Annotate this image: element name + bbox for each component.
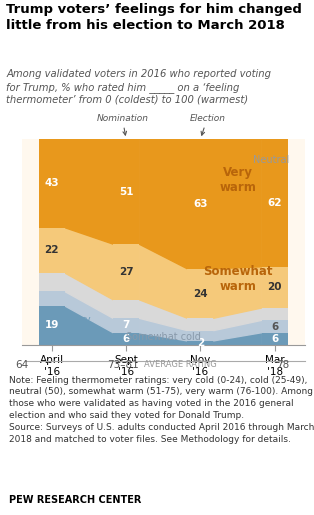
Polygon shape <box>65 228 113 300</box>
Bar <box>113 318 139 333</box>
Text: 78: 78 <box>276 360 289 370</box>
Polygon shape <box>65 139 113 244</box>
Text: 73–81: 73–81 <box>107 360 138 370</box>
Text: 51: 51 <box>119 186 133 197</box>
Polygon shape <box>139 244 187 318</box>
Text: 27: 27 <box>119 267 133 277</box>
Text: 19: 19 <box>45 320 59 331</box>
Bar <box>262 139 288 267</box>
Polygon shape <box>214 320 262 341</box>
Bar <box>113 333 139 345</box>
Text: 22: 22 <box>45 245 59 255</box>
Bar <box>39 291 65 306</box>
Text: 24: 24 <box>193 288 208 299</box>
Text: Somewhat cold: Somewhat cold <box>126 332 201 342</box>
Text: 6: 6 <box>122 334 130 344</box>
Bar <box>187 139 214 269</box>
Text: Trump voters’ feelings for him changed
little from his election to March 2018: Trump voters’ feelings for him changed l… <box>6 3 302 32</box>
Bar <box>187 341 214 345</box>
Polygon shape <box>139 318 187 341</box>
Polygon shape <box>139 139 187 269</box>
Bar <box>113 300 139 318</box>
Bar <box>113 139 139 244</box>
Text: AVERAGE RATING: AVERAGE RATING <box>144 360 217 369</box>
Text: Very
cold: Very cold <box>70 315 92 336</box>
Bar <box>187 269 214 318</box>
Text: PEW RESEARCH CENTER: PEW RESEARCH CENTER <box>9 494 142 505</box>
Text: 20: 20 <box>268 282 282 293</box>
Text: 7: 7 <box>122 320 130 331</box>
Text: Somewhat
warm: Somewhat warm <box>203 265 273 293</box>
Text: Election: Election <box>189 114 225 135</box>
Bar <box>262 320 288 333</box>
Bar <box>39 273 65 291</box>
Bar <box>262 333 288 345</box>
Text: 43: 43 <box>44 178 59 188</box>
Polygon shape <box>139 300 187 331</box>
Text: Among validated voters in 2016 who reported voting
for Trump, % who rated him __: Among validated voters in 2016 who repor… <box>6 69 271 105</box>
Polygon shape <box>139 333 187 345</box>
Polygon shape <box>214 267 262 318</box>
Polygon shape <box>65 273 113 318</box>
Bar <box>187 318 214 331</box>
Text: Note: Feeling thermometer ratings: very cold (0-24), cold (25-49),
neutral (50),: Note: Feeling thermometer ratings: very … <box>9 375 314 443</box>
Text: 2: 2 <box>197 338 204 348</box>
Polygon shape <box>214 308 262 331</box>
Text: 63: 63 <box>193 199 208 209</box>
Bar <box>39 139 65 228</box>
Text: 62: 62 <box>268 198 282 208</box>
Polygon shape <box>214 139 262 269</box>
Text: 6: 6 <box>271 321 279 332</box>
Polygon shape <box>65 306 113 345</box>
Text: 6: 6 <box>271 334 279 344</box>
Text: 64: 64 <box>16 360 29 370</box>
Text: Neutral: Neutral <box>252 154 289 165</box>
Bar <box>262 267 288 308</box>
Bar <box>113 244 139 300</box>
Bar <box>39 306 65 345</box>
Polygon shape <box>65 291 113 333</box>
Text: Nomination: Nomination <box>96 114 148 135</box>
Bar <box>262 308 288 320</box>
Bar <box>39 228 65 273</box>
Text: Very
warm: Very warm <box>219 166 256 194</box>
Bar <box>187 331 214 341</box>
Polygon shape <box>214 333 262 345</box>
